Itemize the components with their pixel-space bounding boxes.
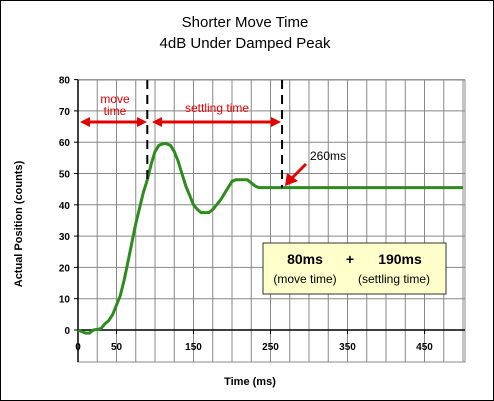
x-tick-label: 150 [185, 342, 202, 353]
x-ticks: 0 50 150 250 350 450 [75, 330, 433, 353]
x-tick-label: 250 [262, 342, 279, 353]
y-axis-title: Actual Position (counts) [13, 160, 25, 287]
y-ticks: 0 10 20 30 40 50 60 70 80 [59, 76, 78, 337]
settling-time-arrow [152, 117, 281, 127]
box-settling-value: 190ms [378, 251, 422, 267]
end-marker-label: 260ms [310, 149, 346, 163]
box-plus: + [346, 251, 354, 267]
x-tick-label: 50 [111, 342, 123, 353]
y-tick-label: 10 [59, 295, 71, 306]
settling-time-label: settling time [185, 101, 249, 115]
box-settling-caption: (settling time) [358, 272, 430, 286]
x-tick-label: 0 [75, 342, 81, 353]
move-time-label-line2: time [104, 104, 127, 118]
x-axis-title: Time (ms) [224, 376, 276, 388]
chart-subtitle: 4dB Under Damped Peak [160, 35, 331, 52]
y-tick-label: 20 [59, 263, 71, 274]
box-move-value: 80ms [287, 251, 323, 267]
y-tick-label: 50 [59, 170, 71, 181]
series-line [77, 142, 463, 335]
y-tick-label: 40 [59, 201, 71, 212]
y-tick-label: 80 [59, 76, 71, 87]
y-tick-label: 60 [59, 138, 71, 149]
summary-box: 80ms + 190ms (move time) (settling time) [262, 242, 447, 295]
y-tick-label: 0 [64, 326, 70, 337]
axes [77, 80, 465, 362]
x-tick-label: 350 [339, 342, 356, 353]
move-time-label-line1: move [100, 92, 130, 106]
series-group [77, 142, 463, 335]
y-tick-label: 30 [59, 232, 71, 243]
plot-area [77, 79, 466, 363]
chart-title: Shorter Move Time [182, 14, 309, 31]
marker-lines [146, 80, 284, 188]
box-move-caption: (move time) [273, 272, 336, 286]
move-time-arrow [80, 117, 147, 127]
y-tick-label: 70 [59, 107, 71, 118]
x-tick-label: 450 [416, 342, 433, 353]
end-marker-arrow [285, 162, 308, 186]
